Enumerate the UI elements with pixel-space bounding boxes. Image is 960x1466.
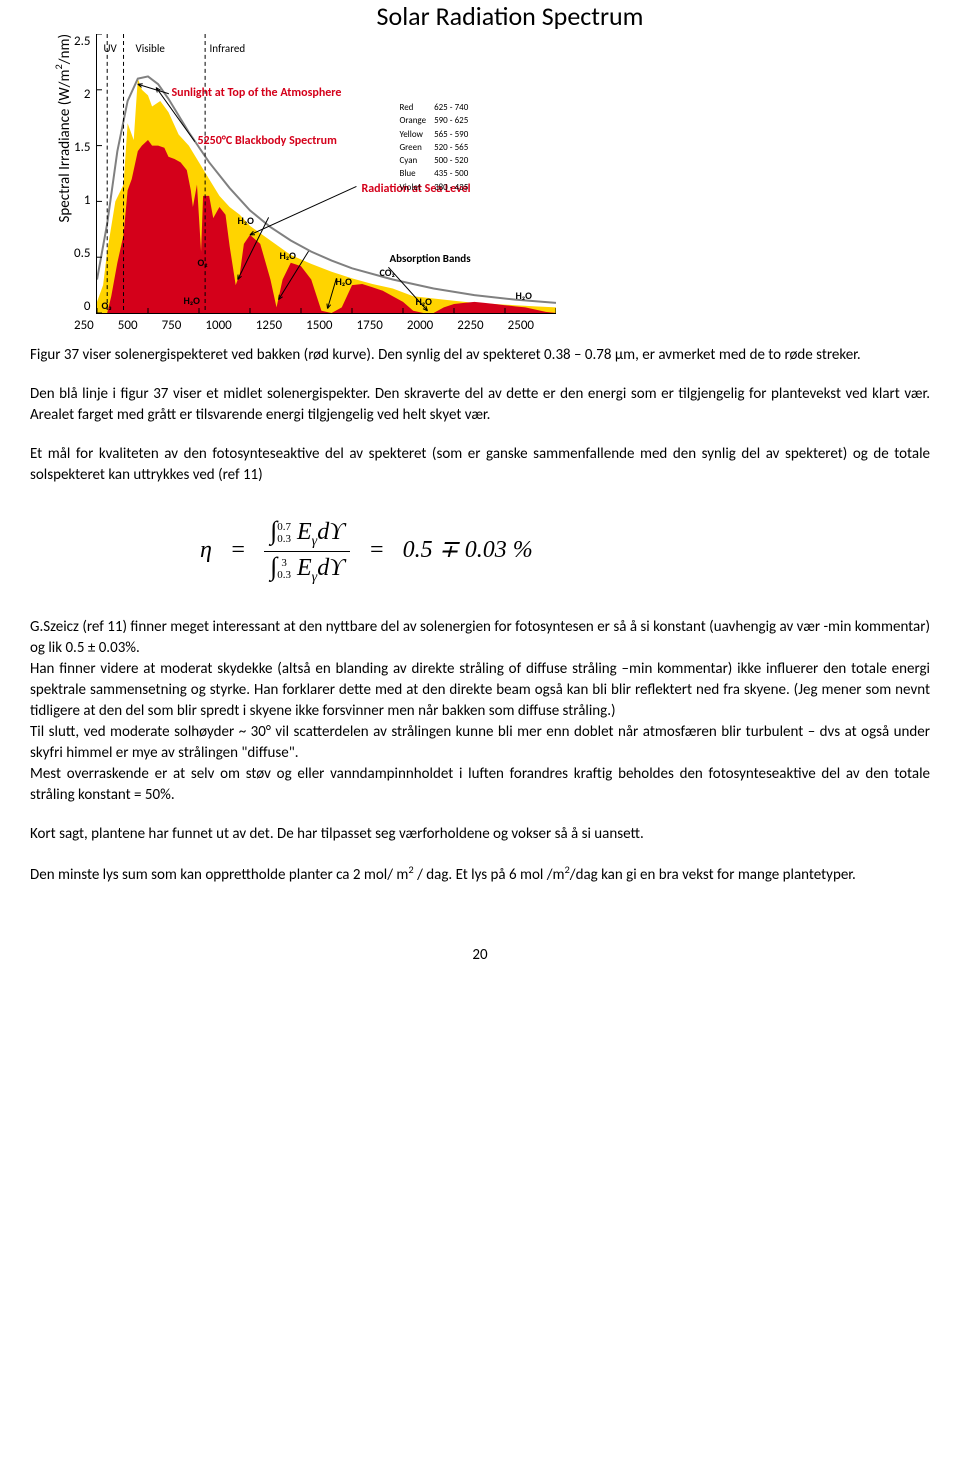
anno-absorption: Absorption Bands: [389, 252, 470, 265]
chart-xticks: 2505007501000125015001750200022502500: [74, 314, 534, 333]
chart-yticks: 2.521.510.50: [74, 34, 96, 314]
anno-o2: O₂: [197, 256, 207, 269]
anno-h2o-2: H₂O: [237, 214, 253, 227]
chart-ylabel: Spectral Irradiance (W/m2/nm): [50, 34, 74, 282]
anno-h2o-6: H₂O: [515, 289, 531, 302]
anno-infrared: Infrared: [209, 42, 245, 55]
chart-plot-area: UV Visible Infrared Sunlight at Top of t…: [96, 34, 556, 314]
anno-h2o-3: H₂O: [279, 249, 295, 262]
paragraph-1: Den blå linje i figur 37 viser et midlet…: [30, 384, 930, 426]
anno-h2o-1: H₂O: [183, 294, 199, 307]
solar-spectrum-chart: Solar Radiation Spectrum Spectral Irradi…: [50, 0, 930, 333]
anno-visible: Visible: [135, 42, 164, 55]
anno-h2o-5: H₂O: [415, 295, 431, 308]
wavelength-color-table: Red625 - 740Orange590 - 625Yellow565 - 5…: [397, 100, 476, 195]
anno-co2: CO₂: [379, 266, 394, 279]
figure-caption: Figur 37 viser solenergispekteret ved ba…: [30, 345, 930, 366]
paragraph-2: Et mål for kvaliteten av den fotosyntese…: [30, 444, 930, 486]
anno-h2o-4: H₂O: [335, 275, 351, 288]
anno-top-atm: Sunlight at Top of the Atmosphere: [171, 86, 341, 100]
anno-uv: UV: [103, 42, 116, 55]
chart-title: Solar Radiation Spectrum: [90, 0, 930, 32]
equation-eta: η = ∫0.70.3 Eγdϒ ∫30.3 Eγdϒ = 0.5 ∓ 0.03…: [200, 516, 930, 587]
anno-blackbody: 5250°C Blackbody Spectrum: [197, 134, 336, 148]
anno-o3: O₃: [101, 299, 111, 312]
page-number: 20: [30, 946, 930, 964]
paragraph-3: G.Szeicz (ref 11) finner meget interessa…: [30, 617, 930, 806]
paragraph-5: Den minste lys sum som kan opprettholde …: [30, 863, 930, 886]
paragraph-4: Kort sagt, plantene har funnet ut av det…: [30, 824, 930, 845]
